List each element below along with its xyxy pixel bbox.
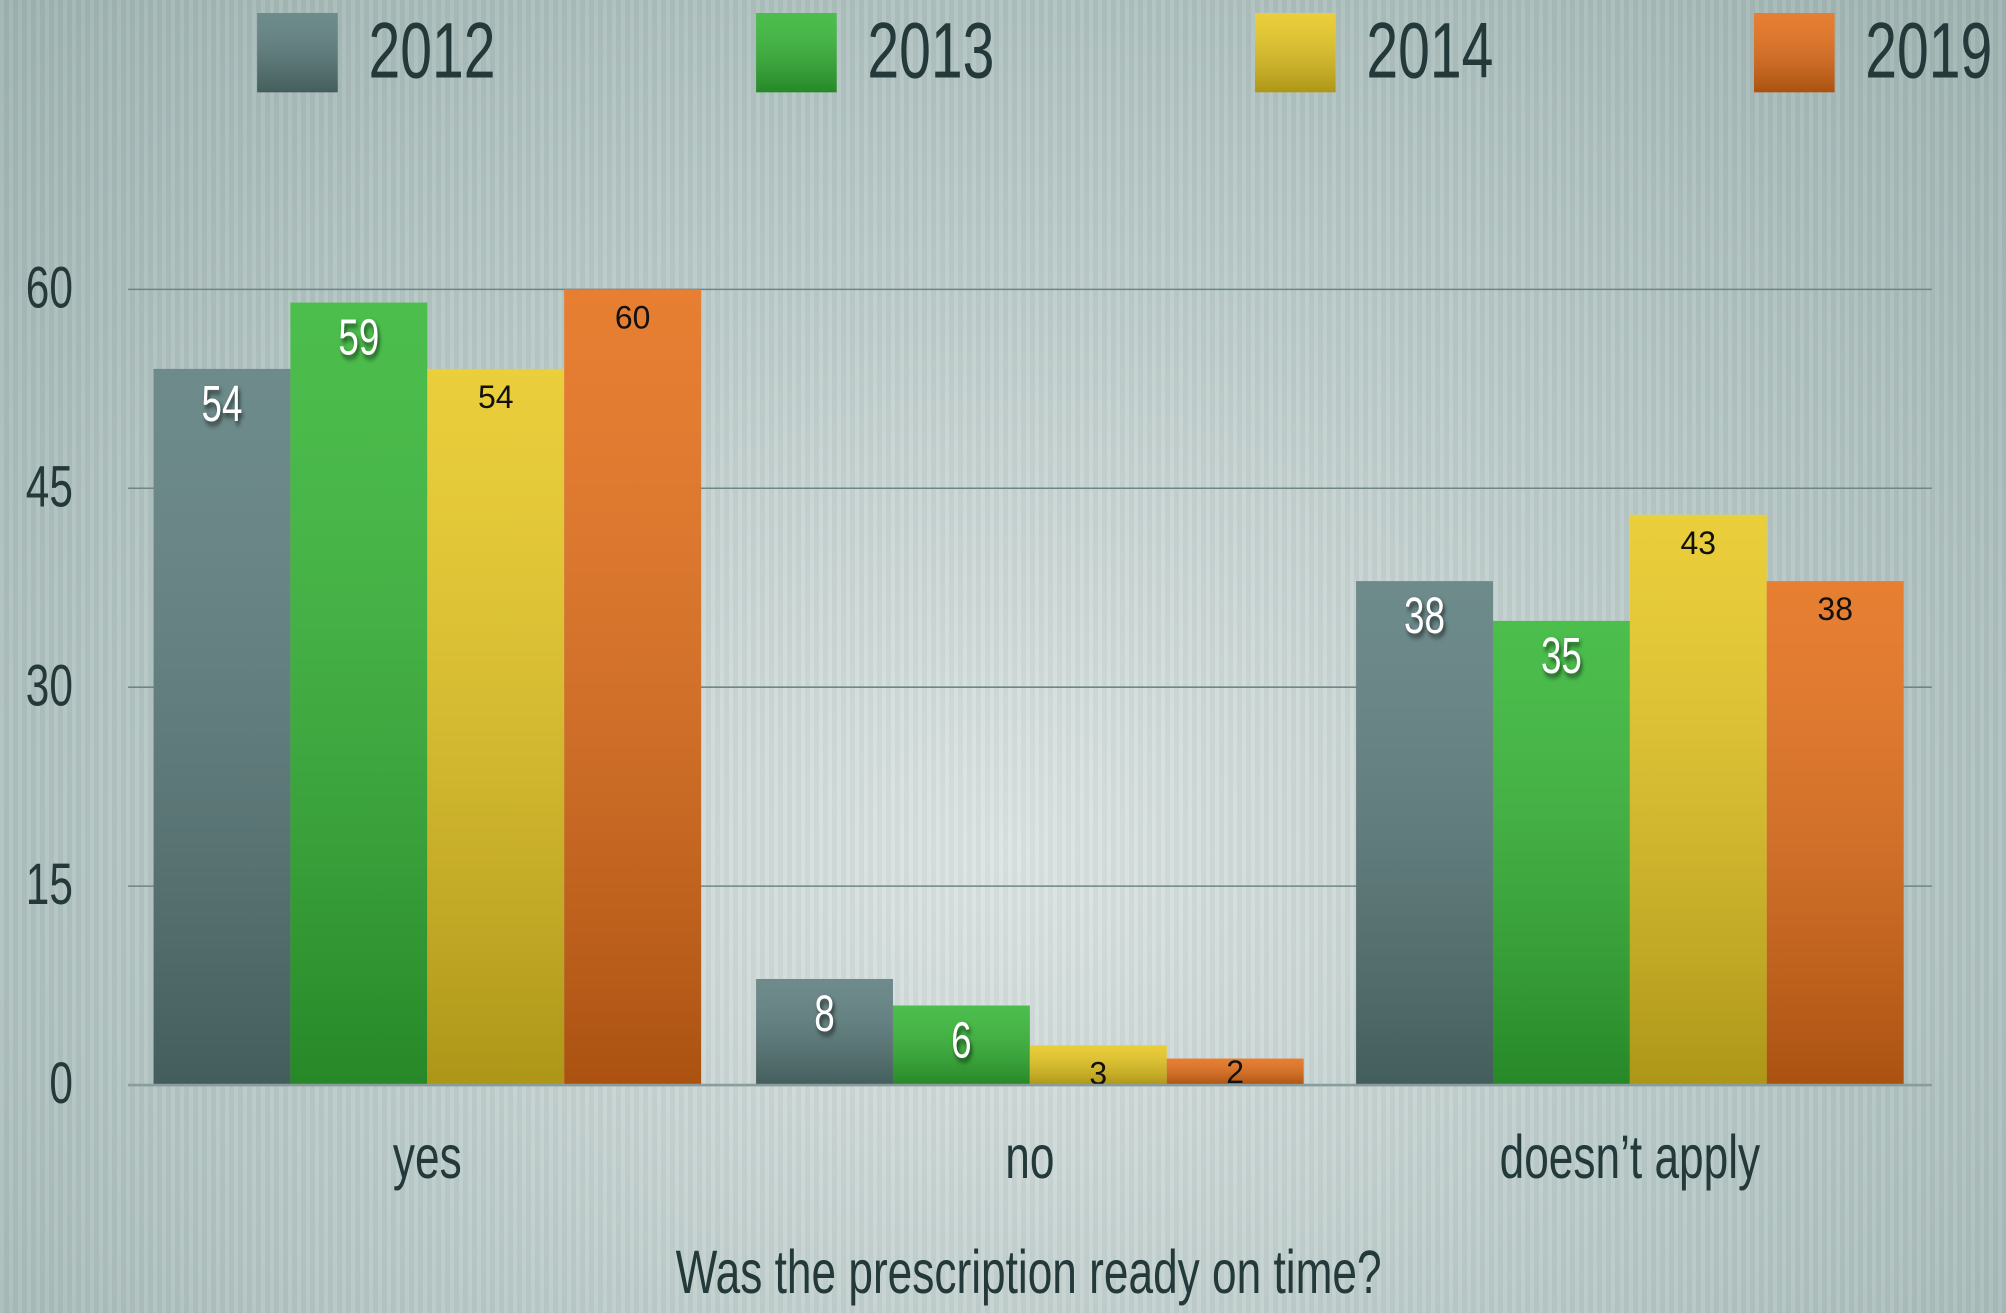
- bar-shade: [564, 289, 702, 1086]
- data-label: 8: [814, 986, 834, 1042]
- x-tick-label: doesn’t apply: [1500, 1124, 1761, 1192]
- bar-shade: [892, 1005, 1030, 1086]
- legend-swatch-shade: [257, 12, 338, 93]
- data-label: 2: [1226, 1054, 1244, 1090]
- x-tick-label: no: [1005, 1124, 1054, 1192]
- data-label: 38: [1404, 588, 1445, 644]
- legend-label: 2012: [368, 5, 495, 95]
- bar-shade: [1166, 1058, 1304, 1086]
- y-tick-label: 60: [26, 255, 73, 320]
- data-label: 54: [478, 379, 514, 415]
- legend-swatch-shade: [1255, 12, 1336, 93]
- bar-shade: [1356, 581, 1493, 1086]
- bar-shade: [290, 302, 428, 1086]
- bar-shade: [427, 368, 565, 1086]
- data-label: 35: [1541, 628, 1582, 684]
- bar-shade: [1766, 581, 1904, 1086]
- bar-shade: [1492, 620, 1630, 1086]
- data-label: 38: [1817, 591, 1853, 627]
- bar-shade: [153, 368, 291, 1086]
- data-label: 6: [951, 1013, 971, 1069]
- bar-shade: [756, 978, 893, 1086]
- bar-shade: [1029, 1045, 1167, 1086]
- data-label: 60: [615, 299, 651, 335]
- legend-label: 2019: [1865, 5, 1992, 95]
- y-tick-label: 45: [26, 454, 73, 519]
- legend-swatch-shade: [756, 12, 837, 93]
- y-tick-label: 15: [26, 851, 73, 916]
- data-label: 54: [201, 376, 242, 432]
- bar-shade: [1629, 514, 1767, 1086]
- data-label: 59: [338, 310, 379, 366]
- data-label: 3: [1089, 1055, 1107, 1091]
- y-tick-label: 0: [49, 1050, 73, 1115]
- legend-label: 2014: [1366, 5, 1493, 95]
- x-axis-title: Was the prescription ready on time?: [676, 1239, 1382, 1307]
- x-tick-label: yes: [393, 1124, 462, 1192]
- legend-label: 2013: [867, 5, 994, 95]
- legend-swatch-shade: [1753, 12, 1835, 93]
- data-label: 43: [1681, 525, 1717, 561]
- y-tick-label: 30: [26, 653, 73, 718]
